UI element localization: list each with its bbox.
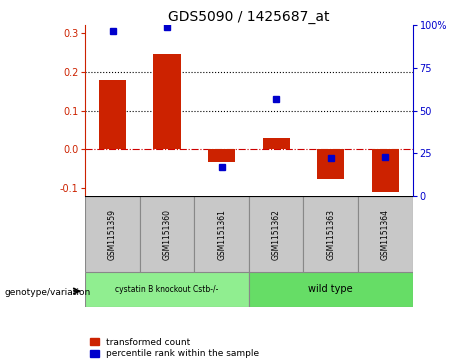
Bar xyxy=(85,272,249,307)
Text: wild type: wild type xyxy=(308,285,353,294)
Text: GSM1151359: GSM1151359 xyxy=(108,209,117,260)
Bar xyxy=(249,196,303,272)
Bar xyxy=(99,80,126,150)
Bar xyxy=(263,138,290,150)
Text: GSM1151364: GSM1151364 xyxy=(381,209,390,260)
Text: GSM1151361: GSM1151361 xyxy=(217,209,226,260)
Bar xyxy=(372,150,399,192)
Bar xyxy=(208,150,235,162)
Bar xyxy=(154,54,181,150)
Bar xyxy=(140,196,195,272)
Bar xyxy=(303,196,358,272)
Text: genotype/variation: genotype/variation xyxy=(5,288,91,297)
Bar xyxy=(195,196,249,272)
Text: GSM1151362: GSM1151362 xyxy=(272,209,281,260)
Title: GDS5090 / 1425687_at: GDS5090 / 1425687_at xyxy=(168,11,330,24)
Text: GSM1151363: GSM1151363 xyxy=(326,209,335,260)
Text: GSM1151360: GSM1151360 xyxy=(163,209,171,260)
Bar xyxy=(249,272,413,307)
Bar xyxy=(317,150,344,179)
Legend: transformed count, percentile rank within the sample: transformed count, percentile rank withi… xyxy=(90,338,259,359)
Text: cystatin B knockout Cstb-/-: cystatin B knockout Cstb-/- xyxy=(115,285,219,294)
Bar xyxy=(85,196,140,272)
Bar xyxy=(358,196,413,272)
